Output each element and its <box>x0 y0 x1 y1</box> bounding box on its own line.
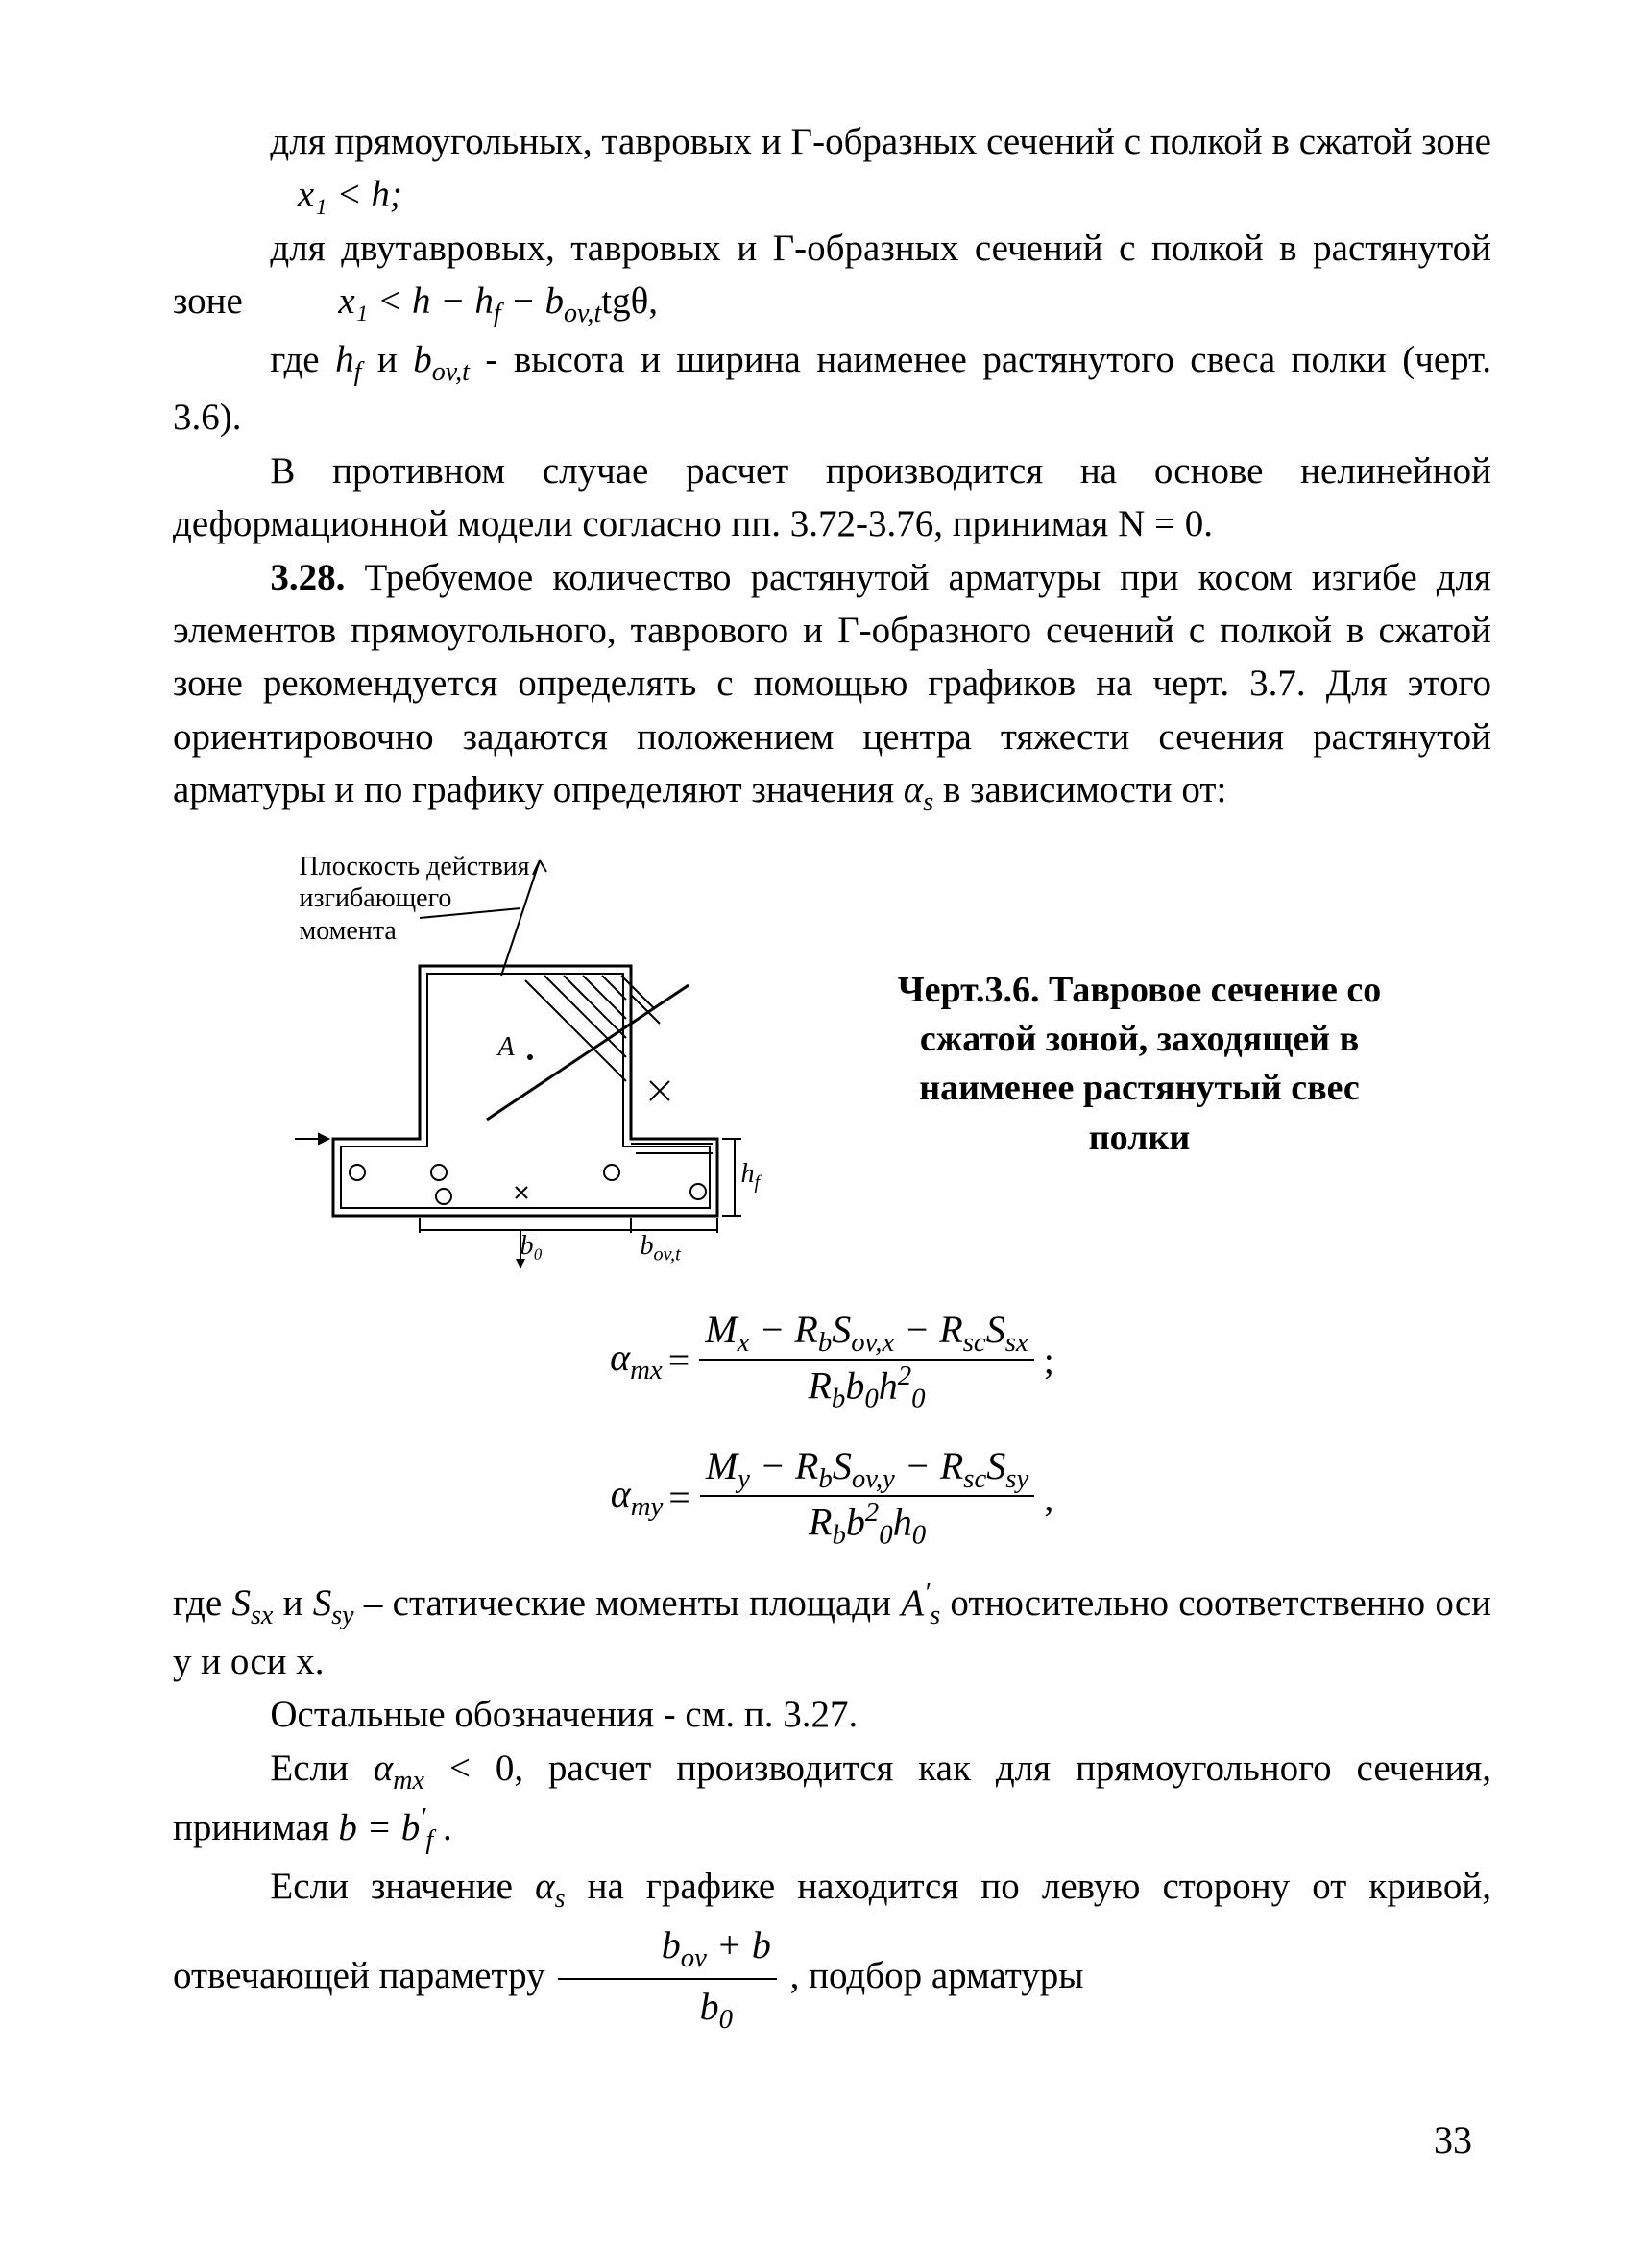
paragraph: 3.28. Требуемое количество растянутой ар… <box>173 551 1491 822</box>
paragraph: Если значение αs на графике находится по… <box>173 1860 1491 2039</box>
equation-alpha-my: αmy = My − RbSov,y − RscSsy Rbb20h0 , <box>611 1443 1054 1551</box>
equation-alpha-mx: αmx = Mx − RbSov,x − RscSsx Rbb0h20 ; <box>610 1307 1054 1414</box>
inline-formula: x₁ < h − hf − bov,ttgθ, <box>338 280 658 322</box>
diagram-label-bov: bov,t <box>641 1230 681 1267</box>
text: для прямоугольных, тавровых и Г-образных… <box>270 121 1491 162</box>
inline-formula: x₁ < h; <box>298 174 402 215</box>
paragraph: для прямоугольных, тавровых и Г-образных… <box>173 115 1491 222</box>
section-number: 3.28. <box>270 557 345 598</box>
figure-caption: Черт.3.6. Тавровое сечение со сжатой зон… <box>890 966 1390 1163</box>
figure-row: Плоскость действия изгибающего момента A… <box>173 851 1491 1278</box>
page-number: 33 <box>1434 2117 1472 2162</box>
diagram-label-b0: b₀ <box>520 1230 544 1263</box>
paragraph: Остальные обозначения - см. п. 3.27. <box>173 1688 1491 1741</box>
paragraph: где Ssx и Ssy – статические моменты площ… <box>173 1575 1491 1688</box>
document-page: для прямоугольных, тавровых и Г-образных… <box>0 0 1645 2268</box>
diagram-label-A: A <box>498 1031 515 1064</box>
paragraph: В противном случае расчет производится н… <box>173 445 1491 551</box>
diagram-container: Плоскость действия изгибающего момента A… <box>276 851 775 1278</box>
paragraph: где hf и bov,t - высота и ширина наимене… <box>173 333 1491 445</box>
paragraph: для двутавровых, тавровых и Г-образных с… <box>173 222 1491 333</box>
formula-block: αmx = Mx − RbSov,x − RscSsx Rbb0h20 ; αm… <box>173 1307 1491 1552</box>
paragraph: Если αmx < 0, расчет производится как дл… <box>173 1742 1491 1860</box>
diagram-label: Плоскость действия изгибающего момента <box>300 851 530 948</box>
diagram-label-hf: hf <box>741 1158 761 1194</box>
